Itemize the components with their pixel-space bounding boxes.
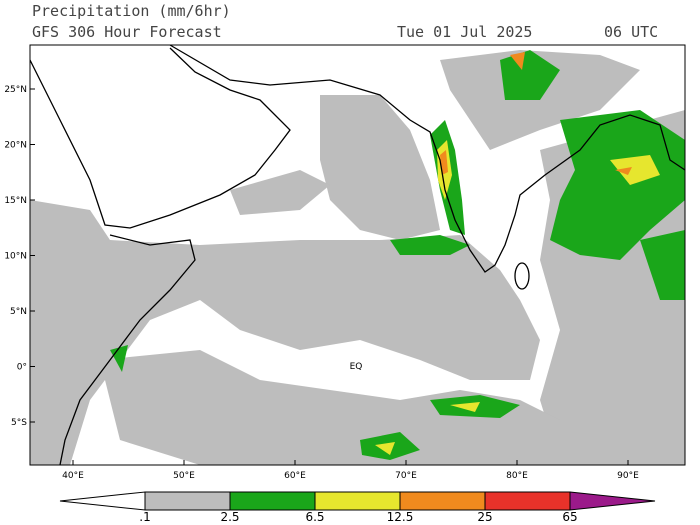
legend-label: 65: [562, 510, 577, 524]
legend-label: 6.5: [305, 510, 324, 524]
coastline: [29, 44, 686, 466]
date: Tue 01 Jul 2025: [397, 23, 532, 41]
lat-tick-label: 0°: [17, 363, 27, 373]
legend-label: .1: [139, 510, 150, 524]
lat-tick-label: 20°N: [4, 141, 27, 151]
equator-label: EQ: [350, 362, 363, 372]
lat-tick-label: 5°S: [11, 418, 27, 428]
legend: [59, 491, 656, 511]
lon-tick-label: 60°E: [284, 471, 306, 481]
title: Precipitation (mm/6hr): [32, 2, 231, 20]
map: EQ: [29, 44, 686, 466]
legend-label: 2.5: [220, 510, 239, 524]
time: 06 UTC: [604, 23, 658, 41]
lat-tick-label: 10°N: [4, 252, 27, 262]
subtitle: GFS 306 Hour Forecast: [32, 23, 222, 41]
lon-tick-label: 80°E: [506, 471, 528, 481]
legend-label: 25: [477, 510, 492, 524]
legend-label: 12.5: [387, 510, 414, 524]
lat-tick-label: 15°N: [4, 196, 27, 206]
lon-tick-label: 40°E: [62, 471, 84, 481]
lon-tick-label: 70°E: [395, 471, 417, 481]
lon-tick-label: 50°E: [173, 471, 195, 481]
lat-tick-label: 5°N: [10, 307, 27, 317]
lat-tick-label: 25°N: [4, 85, 27, 95]
precip-light: [30, 50, 685, 465]
lon-tick-label: 90°E: [617, 471, 639, 481]
